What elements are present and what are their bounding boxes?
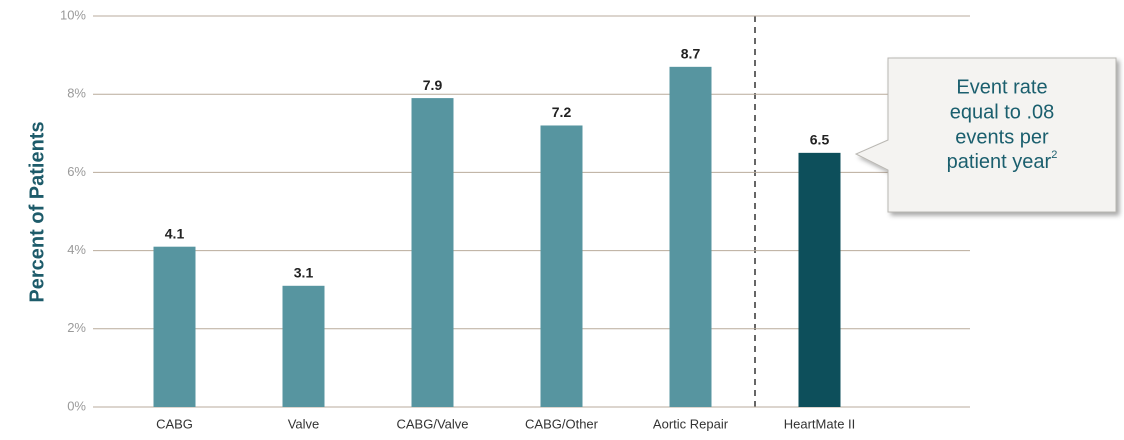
plot-area: 0% 2% 4% 6% 8% 10% CABG 4.1 Valve 3.1 CABG/Valve 7.… bbox=[60, 7, 970, 431]
chart: Percent of Patients 0% 2% 4% 6% 8% 10% CABG 4.1… bbox=[0, 0, 1124, 440]
x-tick-label: Valve bbox=[288, 416, 320, 431]
data-label: 6.5 bbox=[810, 132, 830, 148]
callout-line: equal to .08 bbox=[950, 101, 1055, 123]
y-tick-label: 10% bbox=[60, 7, 86, 22]
y-tick-label: 6% bbox=[67, 164, 86, 179]
x-tick-label: HeartMate II bbox=[784, 416, 856, 431]
y-tick-label: 8% bbox=[67, 86, 86, 101]
callout-line: patient year bbox=[947, 151, 1052, 173]
x-tick-label: CABG/Valve bbox=[396, 416, 468, 431]
bar bbox=[154, 247, 196, 407]
x-tick-label: Aortic Repair bbox=[653, 416, 729, 431]
data-label: 3.1 bbox=[294, 264, 314, 280]
bar bbox=[412, 98, 454, 407]
data-label: 7.2 bbox=[552, 104, 572, 120]
y-tick-label: 2% bbox=[67, 320, 86, 335]
callout-superscript: 2 bbox=[1051, 149, 1057, 161]
y-tick-label: 0% bbox=[67, 398, 86, 413]
data-label: 7.9 bbox=[423, 77, 443, 93]
data-label: 8.7 bbox=[681, 46, 701, 62]
x-tick-label: CABG/Other bbox=[525, 416, 599, 431]
callout-line-group: patient year2 bbox=[947, 149, 1058, 173]
bar bbox=[541, 125, 583, 407]
callout-line: events per bbox=[955, 126, 1049, 148]
data-label: 4.1 bbox=[165, 225, 185, 241]
y-tick-label: 4% bbox=[67, 242, 86, 257]
bar bbox=[283, 286, 325, 407]
bar bbox=[799, 153, 841, 407]
callout-line: Event rate bbox=[956, 76, 1047, 98]
x-tick-label: CABG bbox=[156, 416, 193, 431]
bar bbox=[670, 67, 712, 407]
y-axis-label: Percent of Patients bbox=[26, 121, 48, 302]
